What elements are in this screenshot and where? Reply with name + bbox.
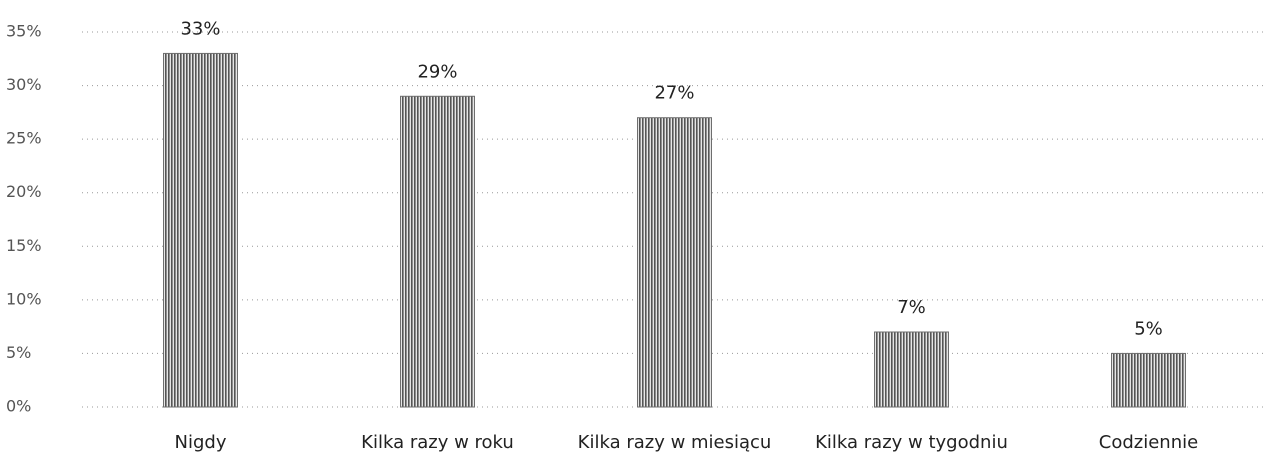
bar bbox=[1111, 352, 1186, 408]
x-tick-label: Nigdy bbox=[175, 432, 227, 453]
x-tick-label: Kilka razy w roku bbox=[361, 432, 514, 453]
data-label: 29% bbox=[417, 61, 457, 82]
data-label: 27% bbox=[654, 83, 694, 104]
y-tick-label: 30% bbox=[6, 75, 42, 94]
bar bbox=[874, 331, 949, 408]
y-tick-label: 10% bbox=[6, 289, 42, 308]
data-label: 5% bbox=[1134, 318, 1163, 339]
x-tick-label: Kilka razy w tygodniu bbox=[815, 432, 1008, 453]
data-label: 7% bbox=[897, 297, 926, 318]
bar bbox=[400, 95, 475, 408]
y-tick-label: 0% bbox=[6, 397, 31, 416]
bar bbox=[163, 52, 238, 408]
bar bbox=[637, 117, 712, 408]
y-tick-label: 20% bbox=[6, 182, 42, 201]
y-tick-label: 15% bbox=[6, 236, 42, 255]
y-tick-label: 5% bbox=[6, 343, 31, 362]
y-tick-label: 25% bbox=[6, 129, 42, 148]
x-tick-label: Codziennie bbox=[1099, 432, 1198, 453]
y-tick-label: 35% bbox=[6, 22, 42, 41]
data-label: 33% bbox=[180, 18, 220, 39]
x-tick-label: Kilka razy w miesiącu bbox=[578, 432, 772, 453]
